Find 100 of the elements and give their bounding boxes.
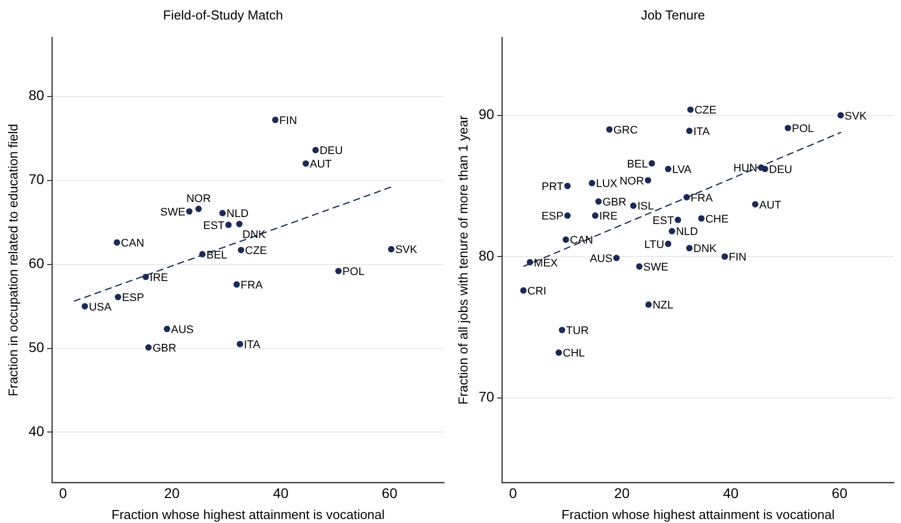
point — [114, 294, 122, 300]
data-label: AUT — [310, 158, 332, 171]
data-label: CZE — [245, 245, 268, 258]
x-tick-label: 60 — [832, 484, 848, 501]
point — [686, 244, 693, 252]
point — [564, 212, 571, 219]
chart-title: Field-of-Study Match — [163, 7, 283, 22]
point — [164, 326, 170, 332]
point — [595, 198, 602, 205]
point — [236, 340, 244, 348]
data-label: TUR — [566, 325, 589, 338]
data-label: ITA — [693, 126, 710, 138]
data-label: SWE — [643, 261, 668, 274]
x-tick-label: 0 — [59, 484, 68, 501]
data-label: CAN — [120, 238, 144, 250]
point — [312, 146, 319, 154]
x-tick-label: 40 — [272, 484, 289, 501]
data-label: AUS — [590, 253, 612, 266]
data-label: FIN — [728, 252, 747, 264]
point — [558, 326, 566, 334]
point — [199, 251, 206, 258]
point — [664, 166, 672, 172]
point — [272, 116, 278, 124]
y-tick-label: 80 — [28, 87, 44, 104]
data-label: BEL — [206, 249, 228, 262]
data-label: NZL — [652, 300, 674, 312]
data-label: GBR — [152, 342, 176, 354]
x-tick-label: 40 — [722, 484, 739, 501]
y-tick-label: 50 — [28, 339, 44, 356]
data-label: AUT — [759, 199, 782, 212]
point — [335, 268, 342, 274]
point — [588, 180, 596, 186]
data-label: FIN — [279, 114, 298, 127]
data-label: CZE — [694, 104, 716, 117]
data-label: CAN — [570, 234, 594, 247]
point — [142, 274, 149, 280]
x-tick-label: 20 — [614, 484, 630, 501]
data-label: ISL — [637, 200, 654, 213]
data-label: MEX — [534, 257, 558, 270]
data-label: BEL — [627, 158, 648, 170]
point — [302, 160, 309, 167]
point — [668, 228, 676, 234]
data-label: DEU — [320, 145, 343, 158]
data-label: AUS — [171, 324, 194, 336]
point — [784, 124, 792, 132]
y-tick-label: 80 — [478, 247, 494, 264]
data-label: SVK — [395, 244, 418, 256]
data-label: CHE — [705, 213, 729, 226]
point — [630, 202, 637, 209]
point — [564, 182, 571, 190]
data-label: LUX — [596, 178, 618, 190]
data-label: ITA — [244, 339, 261, 352]
point — [752, 201, 758, 208]
point — [648, 160, 656, 167]
y-tick-label: 70 — [478, 388, 494, 405]
point — [236, 220, 243, 228]
x-tick-label: 60 — [382, 484, 398, 501]
point — [664, 240, 672, 248]
point — [562, 236, 570, 243]
point — [762, 166, 768, 172]
point — [195, 206, 202, 212]
x-axis-title: Fraction whose highest attainment is vocational — [112, 506, 385, 522]
x-axis-title: Fraction whose highest attainment is vocational — [562, 506, 835, 522]
data-label: POL — [792, 123, 814, 136]
data-label: ESP — [541, 210, 564, 223]
data-label: GBR — [602, 196, 626, 209]
point — [233, 281, 240, 288]
data-label: PRT — [542, 180, 564, 193]
point — [644, 177, 652, 184]
x-tick-label: 20 — [164, 484, 180, 501]
data-label: SVK — [844, 110, 868, 122]
point — [606, 126, 613, 133]
point — [388, 246, 394, 252]
data-label: NOR — [620, 175, 644, 188]
chart-title: Job Tenure — [640, 7, 706, 22]
data-label: NOR — [186, 192, 211, 205]
point — [837, 112, 844, 118]
point — [645, 301, 652, 308]
data-label: ESP — [122, 292, 144, 304]
point — [225, 222, 232, 228]
point — [186, 208, 193, 215]
point — [526, 259, 534, 266]
data-label: LVA — [672, 164, 692, 176]
point — [82, 303, 88, 310]
point — [683, 194, 690, 200]
y-tick-label: 40 — [28, 423, 44, 440]
point — [556, 349, 562, 356]
data-label: CRI — [527, 286, 546, 298]
data-label: NLD — [676, 226, 698, 238]
point — [687, 106, 694, 113]
y-tick-label: 70 — [28, 171, 44, 188]
data-label: FRA — [690, 192, 714, 204]
point — [520, 287, 527, 294]
data-label: NLD — [226, 208, 249, 220]
data-label: CHL — [562, 348, 585, 360]
point — [698, 215, 705, 222]
x-tick-label: 0 — [509, 484, 518, 501]
point — [114, 239, 120, 246]
data-label: LTU — [644, 238, 664, 251]
point — [636, 263, 643, 270]
